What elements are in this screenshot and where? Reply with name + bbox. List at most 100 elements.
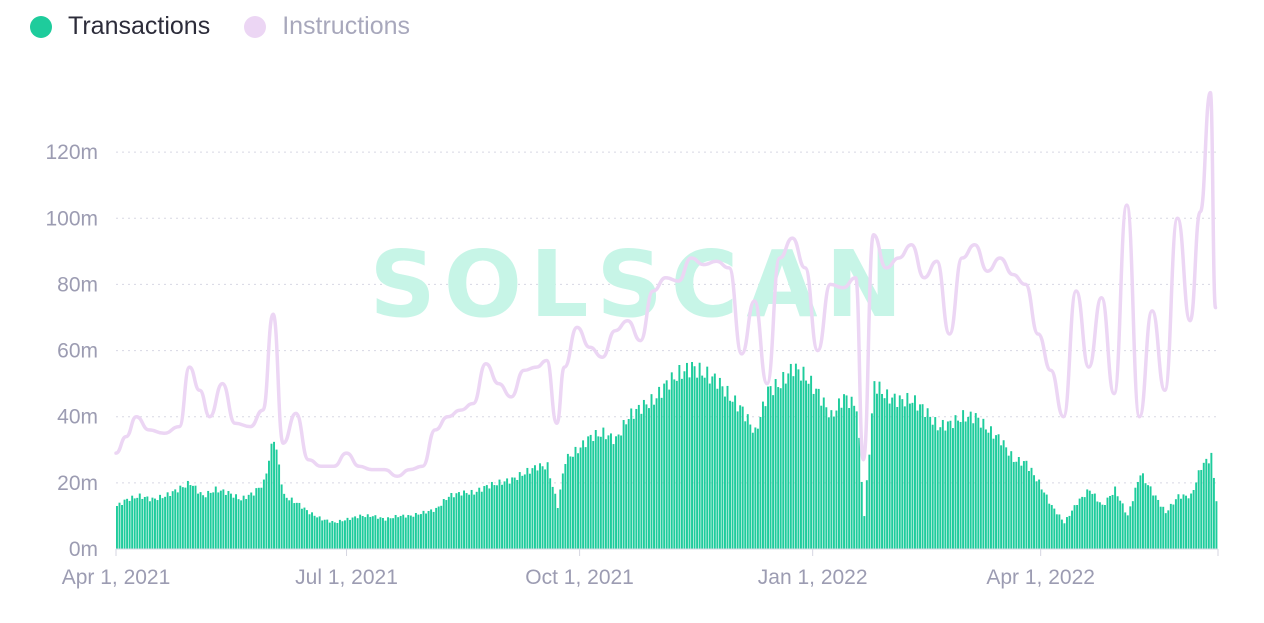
transactions-bar (161, 498, 164, 549)
transactions-bar (944, 430, 947, 549)
transactions-bar (693, 366, 696, 549)
transactions-bar (792, 376, 795, 549)
transactions-bar (528, 473, 531, 549)
transactions-bar (1157, 499, 1160, 549)
transactions-bar (212, 492, 215, 549)
transactions-bar (483, 486, 486, 549)
transactions-bar (1025, 460, 1028, 549)
y-tick-label: 120m (45, 141, 98, 164)
transactions-bar (1182, 494, 1185, 549)
transactions-bar (280, 484, 283, 549)
transactions-bar (1030, 467, 1033, 549)
transactions-bar (642, 399, 645, 549)
transactions-bar (1167, 510, 1170, 549)
transactions-bar (1195, 482, 1198, 549)
transactions-bar (488, 488, 491, 549)
transactions-bar (224, 494, 227, 549)
transactions-bar (404, 517, 407, 549)
transactions-bar (1212, 477, 1215, 549)
transactions-bar (941, 419, 944, 549)
transactions-bar (452, 497, 455, 549)
transactions-bar (569, 456, 572, 549)
transactions-bar (306, 510, 308, 549)
transactions-bar (442, 499, 445, 549)
transactions-bar (1124, 512, 1127, 549)
transactions-bar (171, 491, 174, 549)
transactions-bar (1192, 489, 1195, 549)
legend-item-instructions[interactable]: Instructions (244, 12, 410, 41)
transactions-bar (364, 517, 367, 549)
transactions-bar (437, 506, 440, 549)
transactions-bar (189, 485, 192, 549)
transactions-bar (559, 489, 562, 549)
transactions-dot-icon (30, 15, 52, 38)
transactions-bar (1091, 493, 1094, 549)
transactions-bar (607, 435, 610, 549)
transactions-bar (1063, 523, 1066, 549)
transactions-bar (800, 380, 802, 549)
transactions-bar (952, 428, 954, 549)
transactions-bar (1119, 500, 1122, 549)
transactions-bar (893, 393, 896, 549)
transactions-bar (1202, 462, 1205, 549)
transactions-bar (541, 466, 544, 549)
transactions-bar (762, 401, 764, 549)
transactions-bar (637, 404, 640, 549)
transactions-bar (349, 519, 351, 549)
transactions-bar (984, 429, 987, 549)
transactions-bar (414, 512, 417, 549)
transactions-bar (574, 446, 577, 549)
transactions-bar (1093, 493, 1096, 549)
transactions-bar (534, 465, 536, 549)
transactions-bar (686, 362, 688, 549)
transactions-bar (303, 507, 306, 549)
transactions-bar (622, 420, 625, 549)
transactions-bar (230, 493, 232, 549)
transactions-bar (382, 517, 384, 549)
transactions-bar (870, 413, 873, 549)
transactions-bar (610, 433, 612, 549)
transactions-bar (440, 505, 443, 549)
transactions-bar (247, 494, 250, 549)
transactions-bar (888, 403, 891, 549)
transactions-bar (810, 375, 813, 549)
transactions-bar (1000, 445, 1003, 549)
transactions-bar (1207, 463, 1210, 549)
transactions-bar (470, 489, 473, 549)
transactions-bar (1142, 473, 1144, 549)
transactions-bar (143, 496, 146, 549)
transactions-bar (176, 492, 179, 549)
legend-item-transactions[interactable]: Transactions (30, 12, 210, 41)
transactions-bar (331, 520, 334, 549)
transactions-bar (118, 502, 121, 549)
transactions-bar (493, 485, 496, 549)
transactions-bar (392, 518, 395, 549)
transactions-bar (1114, 486, 1117, 549)
x-tick-label: Jul 1, 2021 (295, 566, 398, 589)
transactions-bar (181, 487, 184, 549)
legend-label-transactions: Transactions (68, 12, 211, 40)
transactions-bar (711, 376, 714, 549)
transactions-bar (1033, 475, 1035, 549)
transactions-bar (602, 427, 605, 549)
transactions-bar (701, 375, 704, 549)
transactions-bar (508, 483, 511, 549)
transactions-bar (311, 512, 313, 549)
transactions-bar (250, 492, 253, 549)
transactions-bar (164, 496, 167, 549)
transactions-bar (539, 463, 541, 549)
transactions-bar (926, 408, 929, 549)
transactions-bar (729, 400, 731, 549)
transactions-bar (1154, 495, 1157, 549)
transactions-bar (592, 441, 595, 549)
transactions-bar (136, 497, 139, 549)
transactions-bar (285, 497, 288, 549)
transactions-bar (1187, 498, 1190, 549)
transactions-bar (706, 366, 709, 549)
transactions-bar (174, 489, 177, 549)
transactions-bar (346, 517, 349, 549)
transactions-bar (663, 383, 666, 549)
transactions-bar (192, 485, 194, 549)
transactions-bar (787, 373, 790, 549)
transactions-bar (863, 516, 866, 549)
